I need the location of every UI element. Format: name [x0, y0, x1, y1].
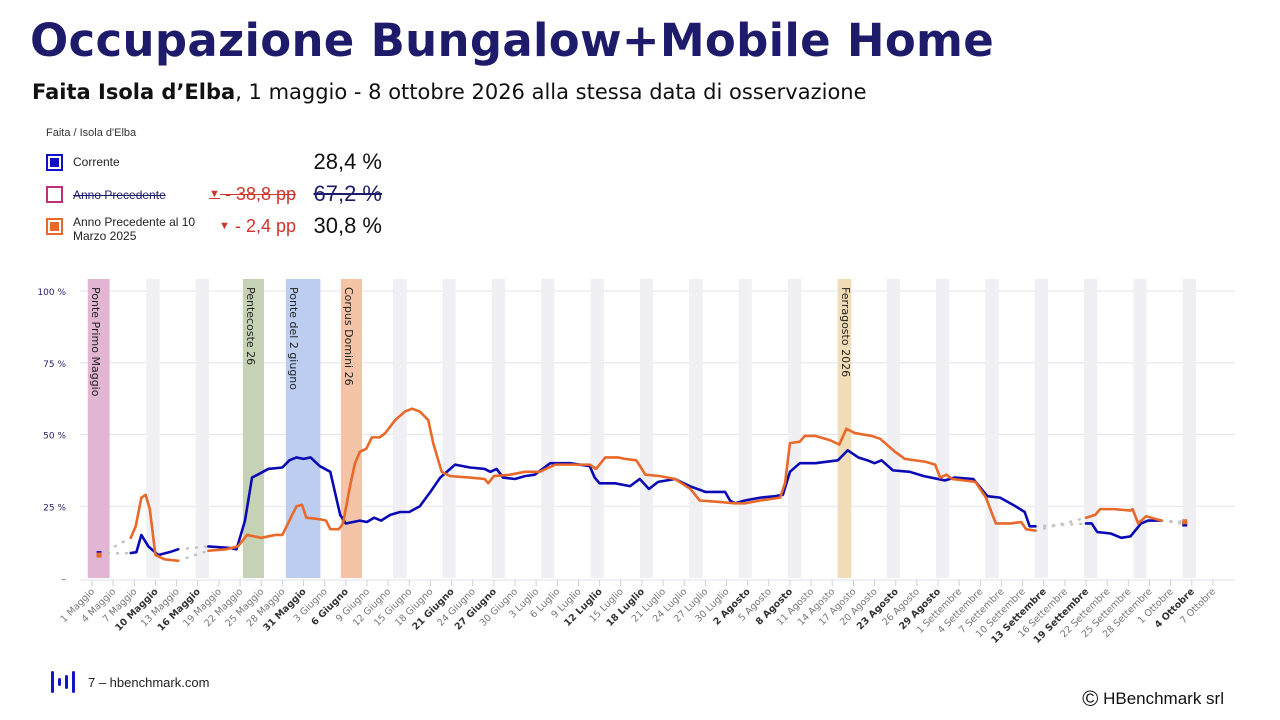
holiday-band: [837, 279, 852, 578]
legend-swatch-blue: [46, 154, 63, 171]
subtitle-location: Faita Isola d’Elba: [32, 80, 236, 104]
weekend-band: [787, 279, 802, 578]
weekend-band: [1034, 279, 1048, 578]
series-gap-dots: [97, 536, 133, 557]
weekend-band: [590, 279, 604, 578]
legend-value: 67,2 %: [313, 181, 383, 206]
weekend-band: [1133, 279, 1147, 578]
series-point: [96, 552, 102, 558]
y-tick-label: 25 %: [43, 503, 66, 513]
page-subtitle: Faita Isola d’Elba, 1 maggio - 8 ottobre…: [32, 80, 867, 104]
footer-page-text: 7 – hbenchmark.com: [88, 675, 210, 690]
down-triangle-icon: ▼: [209, 188, 220, 200]
series-gap-dots: [1160, 519, 1186, 526]
legend-label: Corrente: [73, 155, 120, 169]
series-gap-dots: [176, 549, 210, 563]
legend-delta: ▼ - 38,8 pp: [209, 184, 296, 204]
weekend-band: [639, 279, 654, 578]
legend-swatch-orange: [46, 218, 63, 235]
occupancy-chart: – 25 % 50 % 75 % 100 % Ponte Primo Maggio Pent…: [37, 279, 1235, 646]
weekend-band: [1083, 279, 1098, 578]
page-title: Occupazione Bungalow+Mobile Home: [30, 14, 995, 67]
weekend-band: [195, 279, 210, 578]
hbenchmark-logo-icon: [51, 671, 75, 693]
legend-value: 30,8 %: [313, 213, 383, 238]
weekend-band: [491, 279, 506, 578]
weekend-band: [935, 279, 950, 578]
series-line-corrente: [207, 448, 1037, 551]
down-triangle-icon: ▼: [219, 220, 230, 232]
copyright-text: HBenchmark srl: [1103, 689, 1224, 708]
series-line-corrente: [1084, 519, 1163, 540]
legend-label: Anno Precedente: [73, 188, 166, 202]
series-gap-dots: [1160, 519, 1186, 523]
series-gap-dots: [1034, 516, 1088, 532]
weekend-band: [1182, 279, 1197, 578]
series-gap-dots: [1034, 522, 1088, 528]
weekend-band: [442, 279, 456, 578]
holiday-band: [285, 279, 321, 578]
y-tick-label: 100 %: [37, 288, 66, 298]
copyright: © HBenchmark srl: [1082, 686, 1224, 712]
legend-item-anno-precedente-marzo[interactable]: Anno Precedente al 10 Marzo 2025 ▼ - 2,4…: [46, 213, 386, 248]
holiday-label: Ponte del 2 giugno: [287, 287, 300, 390]
copyright-icon: ©: [1082, 686, 1099, 711]
y-tick-label: 50 %: [43, 432, 66, 442]
series-line-anno-precedente-marzo: [129, 493, 180, 563]
legend-label: Anno Precedente al 10 Marzo 2025: [73, 215, 196, 243]
series-point: [1182, 519, 1188, 525]
weekend-band: [886, 279, 900, 578]
legend-swatch-empty: [46, 186, 63, 203]
series-line-corrente: [129, 533, 180, 557]
series-gap-dots: [97, 551, 133, 555]
holiday-label: Pentecoste 26: [244, 287, 257, 365]
y-tick-label: 75 %: [43, 360, 66, 370]
legend-item-anno-precedente[interactable]: Anno Precedente ▼ - 38,8 pp 67,2 %: [46, 181, 386, 216]
subtitle-period: , 1 maggio - 8 ottobre 2026 alla stessa …: [235, 80, 867, 104]
series-line-anno-precedente-marzo: [207, 407, 1037, 553]
weekend-band: [738, 279, 752, 578]
holiday-label: Ponte Primo Maggio: [89, 287, 102, 397]
weekend-band: [689, 279, 703, 578]
legend-value: 28,4 %: [313, 149, 383, 174]
holiday-band: [87, 279, 110, 578]
legend-item-corrente[interactable]: Corrente 28,4 %: [46, 149, 386, 184]
weekend-band: [541, 279, 555, 578]
legend-delta: ▼ - 2,4 pp: [219, 216, 296, 236]
weekend-band: [393, 279, 407, 578]
holiday-label: Ferragosto 2026: [839, 287, 852, 377]
weekend-band: [985, 279, 999, 578]
series-line-anno-precedente-marzo: [1084, 507, 1163, 525]
weekend-band: [146, 279, 160, 578]
legend-heading: Faita / Isola d'Elba: [46, 127, 137, 139]
holiday-label: Corpus Domini 26: [342, 287, 355, 386]
y-tick-label: –: [62, 575, 67, 585]
